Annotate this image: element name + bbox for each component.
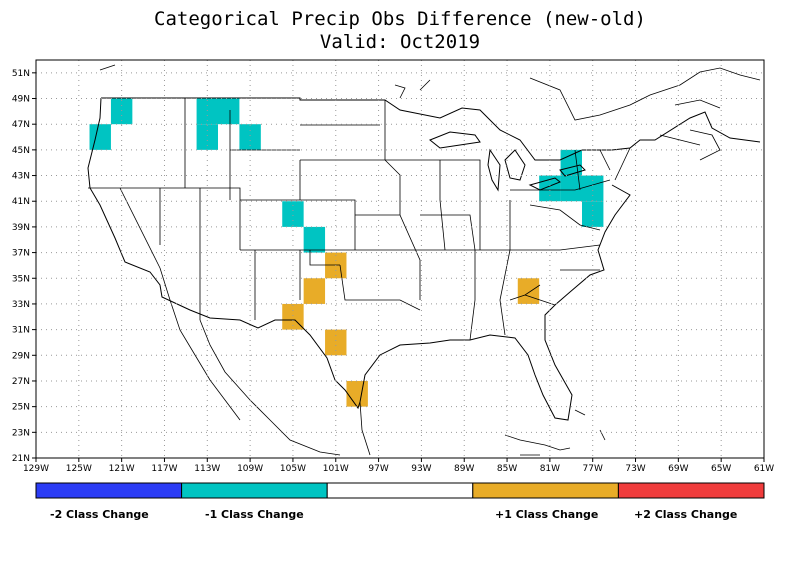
- plus1-cell: [325, 329, 347, 356]
- lon-tick-label: 109W: [237, 464, 263, 474]
- legend-swatch: [35, 482, 183, 499]
- legend-swatch: [617, 482, 765, 499]
- minus1-cell: [89, 124, 111, 150]
- dotted-graticule: [36, 60, 764, 458]
- map-subtitle: Valid: Oct2019: [319, 31, 481, 53]
- minus1-cell: [560, 149, 582, 176]
- lon-tick-label: 89W: [454, 464, 474, 474]
- lon-tick-label: 121W: [109, 464, 135, 474]
- lon-tick-label: 73W: [625, 464, 645, 474]
- legend-label-minus1: -1 Class Change: [205, 508, 304, 521]
- minus1-cell: [218, 98, 240, 125]
- lon-tick-label: 125W: [66, 464, 92, 474]
- map-outlines: [87, 64, 761, 456]
- minus1-cell: [539, 175, 561, 202]
- legend-swatch: [472, 482, 619, 499]
- color-legend: [35, 482, 765, 499]
- minus1-cell: [582, 175, 604, 202]
- lat-tick-label: 49N: [12, 95, 30, 105]
- map-title: Categorical Precip Obs Difference (new-o…: [154, 8, 646, 30]
- lon-tick-label: 113W: [194, 464, 220, 474]
- minus1-cell: [196, 124, 218, 150]
- state-lines: [88, 98, 631, 341]
- lat-tick-label: 31N: [12, 326, 30, 336]
- minus1-cell: [282, 201, 304, 227]
- canada-outline: [99, 64, 761, 161]
- lat-tick-label: 33N: [12, 300, 30, 310]
- lon-tick-label: 105W: [280, 464, 306, 474]
- legend-label-minus2: -2 Class Change: [50, 508, 149, 521]
- difference-cells: [89, 98, 604, 407]
- lon-tick-label: 129W: [23, 464, 49, 474]
- legend-swatch: [326, 482, 474, 499]
- minus1-cell: [303, 226, 326, 253]
- lon-tick-label: 117W: [151, 464, 177, 474]
- us-coastline-outline: [87, 97, 761, 421]
- lon-tick-label: 69W: [668, 464, 688, 474]
- legend-label-plus1: +1 Class Change: [495, 508, 599, 521]
- lat-tick-label: 21N: [12, 454, 30, 464]
- lon-tick-label: 65W: [711, 464, 731, 474]
- legend-swatch: [181, 482, 328, 499]
- lon-tick-label: 93W: [411, 464, 431, 474]
- lat-tick-label: 37N: [12, 249, 30, 259]
- map-frame: [35, 59, 765, 459]
- axis-ticks: 51N 49N 47N 45N 43N 41N 39N 37N 35N 33N 31N 29N 27N 2…: [12, 69, 774, 474]
- lon-tick-label: 97W: [368, 464, 388, 474]
- lon-tick-label: 81W: [540, 464, 560, 474]
- minus1-cell: [196, 98, 218, 125]
- lat-tick-label: 23N: [12, 428, 30, 438]
- lat-tick-label: 27N: [12, 377, 30, 387]
- lat-tick-label: 35N: [12, 274, 30, 284]
- lon-tick-label: 101W: [323, 464, 349, 474]
- lat-tick-label: 29N: [12, 351, 30, 361]
- lon-tick-label: 85W: [497, 464, 517, 474]
- mexico-outline: [159, 267, 606, 456]
- minus1-cell: [110, 98, 133, 125]
- minus1-cell: [560, 175, 582, 202]
- plus1-cell: [517, 278, 540, 304]
- plus1-cell: [303, 278, 326, 304]
- lon-tick-label: 77W: [583, 464, 603, 474]
- lat-tick-label: 45N: [12, 146, 30, 156]
- lat-tick-label: 39N: [12, 223, 30, 233]
- lat-tick-label: 47N: [12, 120, 30, 130]
- plus1-cell: [346, 380, 368, 407]
- lat-tick-label: 43N: [12, 172, 30, 182]
- minus1-cell: [582, 201, 604, 227]
- great-lakes-outline: [429, 131, 586, 192]
- minus1-cell: [239, 124, 261, 150]
- legend-label-plus2: +2 Class Change: [634, 508, 738, 521]
- lon-tick-label: 61W: [754, 464, 774, 474]
- lat-tick-label: 41N: [12, 197, 30, 207]
- lat-tick-label: 25N: [12, 403, 30, 413]
- lat-tick-label: 51N: [12, 69, 30, 79]
